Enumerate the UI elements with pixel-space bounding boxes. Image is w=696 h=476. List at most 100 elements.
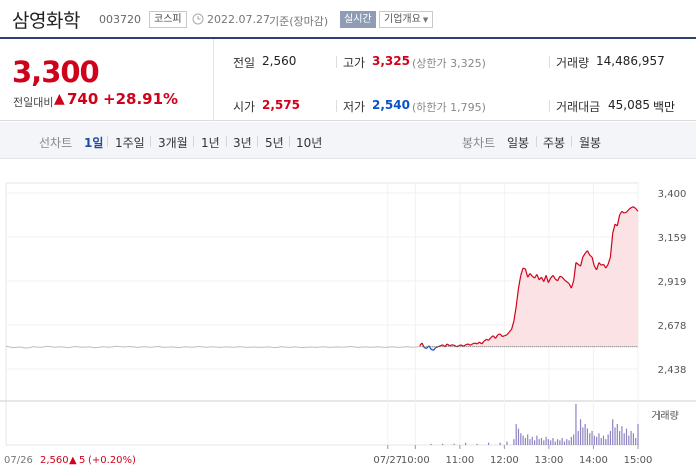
tab-weekly-candle[interactable]: 주봉 [543,136,566,150]
price-segment [635,208,639,212]
volume-bar [520,433,522,445]
price-segment [529,273,533,277]
change-percent: +28.91% [103,90,179,108]
price-segment [446,343,450,347]
tab-daily-candle[interactable]: 일봉 [507,136,530,150]
intraday-price-area [419,206,638,351]
tab-1d[interactable]: 1일 [84,136,104,150]
current-price-box: 3,300 전일대비 ▲ 740 +28.91% [0,39,214,121]
price-segment [472,342,476,345]
chevron-down-icon: ▼ [422,16,429,24]
volume-bar [600,437,602,445]
realtime-button[interactable]: 실시간 [340,11,376,28]
price-segment [547,277,552,283]
volume-bar [621,426,623,445]
tab-3y[interactable]: 3년 [233,136,252,150]
x-tick-label: 07/27 [373,455,402,466]
change-label: 전일대비 [13,96,54,109]
volume-bar [536,435,538,445]
line-chart-label: 선차트 [39,136,73,150]
up-arrow-icon: ▲ [54,91,65,107]
volume-bar [582,427,584,445]
price-segment [456,345,459,348]
volume-bar [517,428,520,445]
divider [226,136,227,147]
price-segment [476,341,480,345]
volume-bar [538,439,540,445]
volume-bar [566,439,568,445]
volume-bar [586,428,589,445]
tab-1y[interactable]: 1년 [201,136,220,150]
stock-name[interactable]: 삼영화학 [12,10,80,32]
price-segment [616,214,621,227]
prev-day-change: 5 [79,455,85,466]
volume-bar [623,433,625,445]
volume-bar [605,439,607,445]
change-value: 740 [67,90,99,108]
volume-bar [568,440,570,445]
price-segment [481,340,485,345]
volume-bar [598,433,600,445]
header-divider [0,37,696,39]
prev-day-date: 07/26 [4,455,33,466]
volume-bar [561,437,563,445]
x-tick-label: 13:00 [535,455,564,466]
price-segment [497,333,501,336]
price-segment [623,211,627,214]
price-segment [601,263,604,266]
volume-bar [476,443,478,445]
volume-bar [513,439,515,445]
stock-header: 삼영화학 003720 코스피 2022.07.27 기준(장마감) 실시간 기… [0,0,696,38]
price-summary: 3,300 전일대비 ▲ 740 +28.91% 전일 2,560 고가 3,3… [0,39,696,121]
price-segment [607,256,611,265]
tab-1w[interactable]: 1주일 [115,136,145,150]
price-segment [467,343,471,346]
volume-bar [573,434,575,445]
tab-3m[interactable]: 3개월 [158,136,188,150]
volume-bar [596,436,598,445]
price-segment [517,275,522,289]
y-tick-label: 2,438 [658,365,687,376]
price-segment [449,344,453,347]
price-segment [543,275,547,282]
divider [536,136,537,147]
price-segment [463,344,466,347]
price-segment [564,279,568,283]
price-segment [458,344,462,347]
price-segment [469,343,473,346]
price-segment [561,276,565,281]
price-segment [579,256,584,267]
company-overview-dropdown[interactable]: 기업개요 ▼ [379,11,434,28]
tab-monthly-candle[interactable]: 월봉 [579,136,602,150]
high-value: 3,325 [372,54,410,68]
intraday-price-line [419,206,639,351]
volume-bar [577,430,579,445]
volume-legend-icon [658,411,660,420]
volume-bar [584,423,586,445]
tab-5y[interactable]: 5년 [265,136,284,150]
volume-bar [616,423,618,445]
volume-bar [499,442,501,445]
price-segment [502,335,505,338]
price-segment [575,262,579,265]
lower-limit: (하한가 1,795) [412,101,486,114]
x-tick-label: 10:00 [401,455,430,466]
price-segment [591,256,595,267]
price-segment [540,276,545,283]
price-segment [586,250,591,256]
volume-bar [632,433,635,445]
volume-bar [550,440,552,445]
high-label: 고가 [343,56,366,70]
divider [336,100,337,112]
volume-bar [570,436,572,445]
price-segment [609,233,614,258]
x-tick-label: 12:00 [490,455,519,466]
price-segment [511,320,515,330]
tab-10y[interactable]: 10년 [296,136,323,150]
volume-bar [625,428,628,445]
volume-bar [593,435,595,445]
volume-bars [430,404,639,445]
volume-bar [531,436,533,445]
divider [107,136,108,147]
